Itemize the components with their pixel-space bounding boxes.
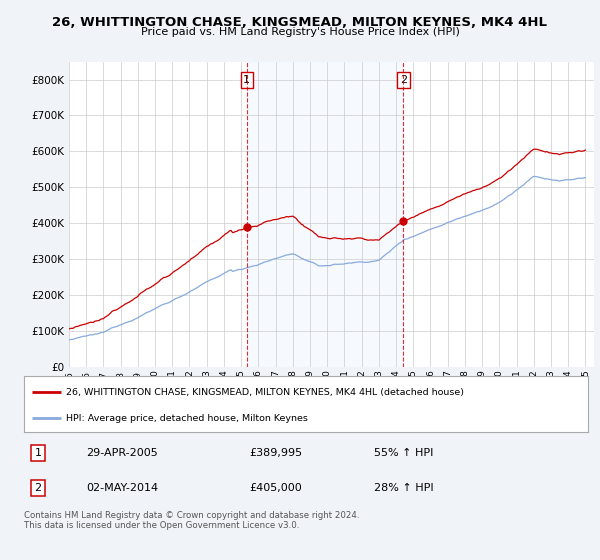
Text: £389,995: £389,995: [250, 448, 303, 458]
Text: 28% ↑ HPI: 28% ↑ HPI: [374, 483, 433, 493]
Text: 26, WHITTINGTON CHASE, KINGSMEAD, MILTON KEYNES, MK4 4HL: 26, WHITTINGTON CHASE, KINGSMEAD, MILTON…: [53, 16, 548, 29]
Text: 2: 2: [35, 483, 41, 493]
Text: 1: 1: [35, 448, 41, 458]
Text: 29-APR-2005: 29-APR-2005: [86, 448, 158, 458]
Text: 1: 1: [244, 75, 250, 85]
Bar: [247, 62, 403, 367]
Text: Contains HM Land Registry data © Crown copyright and database right 2024.
This d: Contains HM Land Registry data © Crown c…: [24, 511, 359, 530]
Text: 55% ↑ HPI: 55% ↑ HPI: [374, 448, 433, 458]
Text: 26, WHITTINGTON CHASE, KINGSMEAD, MILTON KEYNES, MK4 4HL (detached house): 26, WHITTINGTON CHASE, KINGSMEAD, MILTON…: [66, 388, 464, 396]
Text: 2: 2: [400, 75, 407, 85]
Text: £405,000: £405,000: [250, 483, 302, 493]
Text: 02-MAY-2014: 02-MAY-2014: [86, 483, 158, 493]
Text: Price paid vs. HM Land Registry's House Price Index (HPI): Price paid vs. HM Land Registry's House …: [140, 27, 460, 37]
Text: HPI: Average price, detached house, Milton Keynes: HPI: Average price, detached house, Milt…: [66, 414, 308, 423]
